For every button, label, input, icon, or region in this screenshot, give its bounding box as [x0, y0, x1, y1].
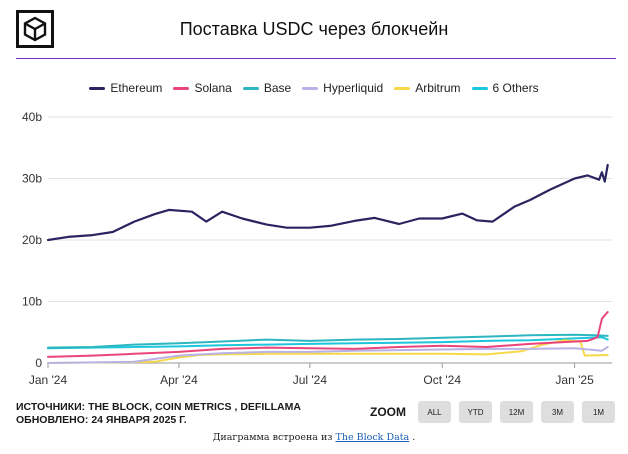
zoom-label: ZOOM: [370, 405, 406, 419]
zoom-all-button[interactable]: ALL: [418, 401, 451, 423]
series-line-hyperliquid[interactable]: [47, 346, 609, 364]
zoom-controls: ZOOM ALL YTD 12M 3M 1M: [370, 401, 615, 423]
legend-item-base[interactable]: Base: [242, 81, 292, 95]
legend-swatch: [173, 86, 190, 90]
legend-item-arbitrum[interactable]: Arbitrum: [394, 81, 461, 95]
line-chart: 0 10b 20b 30b 40b Jan '24 Apr '24 Jul '24 Oct '2…: [22, 110, 612, 387]
legend-item-hyperliquid[interactable]: Hyperliquid: [302, 81, 383, 95]
legend-item-6-others[interactable]: 6 Others: [471, 81, 539, 95]
x-tick-label: Jul '24: [293, 373, 328, 387]
y-tick-label: 20b: [22, 233, 42, 247]
legend-item-ethereum[interactable]: Ethereum: [89, 81, 162, 95]
y-tick-label: 30b: [22, 172, 42, 186]
legend-swatch: [394, 86, 411, 90]
series-line-base[interactable]: [47, 333, 609, 349]
x-tick-label: Oct '24: [423, 373, 461, 387]
zoom-1m-button[interactable]: 1M: [582, 401, 615, 423]
series-line-solana[interactable]: [47, 311, 609, 358]
legend-swatch: [242, 86, 259, 90]
embed-suffix: .: [412, 432, 416, 443]
zoom-12m-button[interactable]: 12M: [500, 401, 533, 423]
zoom-ytd-button[interactable]: YTD: [459, 401, 492, 423]
series-line-ethereum[interactable]: [46, 163, 609, 242]
the-block-logo: [16, 10, 54, 48]
embed-prefix: Диаграмма встроена из: [212, 432, 333, 443]
legend-swatch: [89, 86, 106, 90]
chart-sources: ИСТОЧНИКИ: THE BLOCK, COIN METRICS , DEF…: [16, 401, 301, 426]
y-tick-label: 0: [35, 356, 42, 370]
series-line-6-others[interactable]: [47, 336, 609, 350]
sources-text: ИСТОЧНИКИ: THE BLOCK, COIN METRICS , DEF…: [16, 401, 301, 413]
y-tick-label: 40b: [22, 110, 42, 124]
legend-label: Ethereum: [110, 81, 163, 95]
legend-label: Hyperliquid: [323, 81, 384, 95]
legend-swatch: [471, 86, 488, 90]
legend-label: Solana: [194, 81, 232, 95]
y-tick-label: 10b: [22, 295, 42, 309]
the-block-data-link[interactable]: The Block Data: [335, 432, 410, 443]
x-tick-label: Jan '24: [29, 373, 68, 387]
x-tick-label: Apr '24: [160, 373, 198, 387]
chart-legend: Ethereum Solana Base Hyperliquid Arbitrum 6 O…: [0, 81, 628, 95]
embed-credit: Диаграмма встроена из The Block Data .: [0, 432, 628, 443]
title-divider: [16, 58, 616, 59]
legend-label: Arbitrum: [415, 81, 461, 95]
legend-label: Base: [263, 81, 292, 95]
legend-label: 6 Others: [492, 81, 539, 95]
updated-text: ОБНОВЛЕНО: 24 ЯНВАРЯ 2025 Г.: [16, 413, 187, 426]
chart-title: Поставка USDC через блокчейн: [179, 19, 449, 39]
zoom-3m-button[interactable]: 3M: [541, 401, 574, 423]
legend-swatch: [302, 86, 319, 90]
legend-item-solana[interactable]: Solana: [173, 81, 232, 95]
x-tick-label: Jan '25: [555, 373, 594, 387]
